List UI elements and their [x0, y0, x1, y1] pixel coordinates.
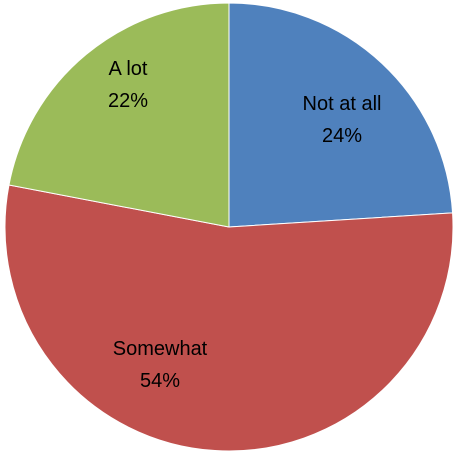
slices-layer	[4, 2, 454, 451]
slice-percent-label: 24%	[322, 125, 362, 147]
slice-percent-label: 22%	[108, 90, 148, 112]
pie-slice-somewhat	[4, 184, 454, 451]
slice-category-label: Somewhat	[113, 338, 208, 360]
slice-category-label: Not at all	[303, 93, 382, 115]
slice-percent-label: 54%	[140, 370, 180, 392]
labels-layer: Not at all 24% Somewhat 54% A lot 22%	[108, 58, 381, 392]
pie-slice-not-at-all	[228, 2, 454, 228]
data-label-not-at-all: Not at all 24%	[303, 93, 382, 147]
data-label-a-lot: A lot 22%	[108, 58, 148, 112]
data-label-somewhat: Somewhat 54%	[113, 338, 208, 392]
slice-category-label: A lot	[109, 58, 148, 80]
pie-slice-a-lot	[8, 2, 230, 228]
